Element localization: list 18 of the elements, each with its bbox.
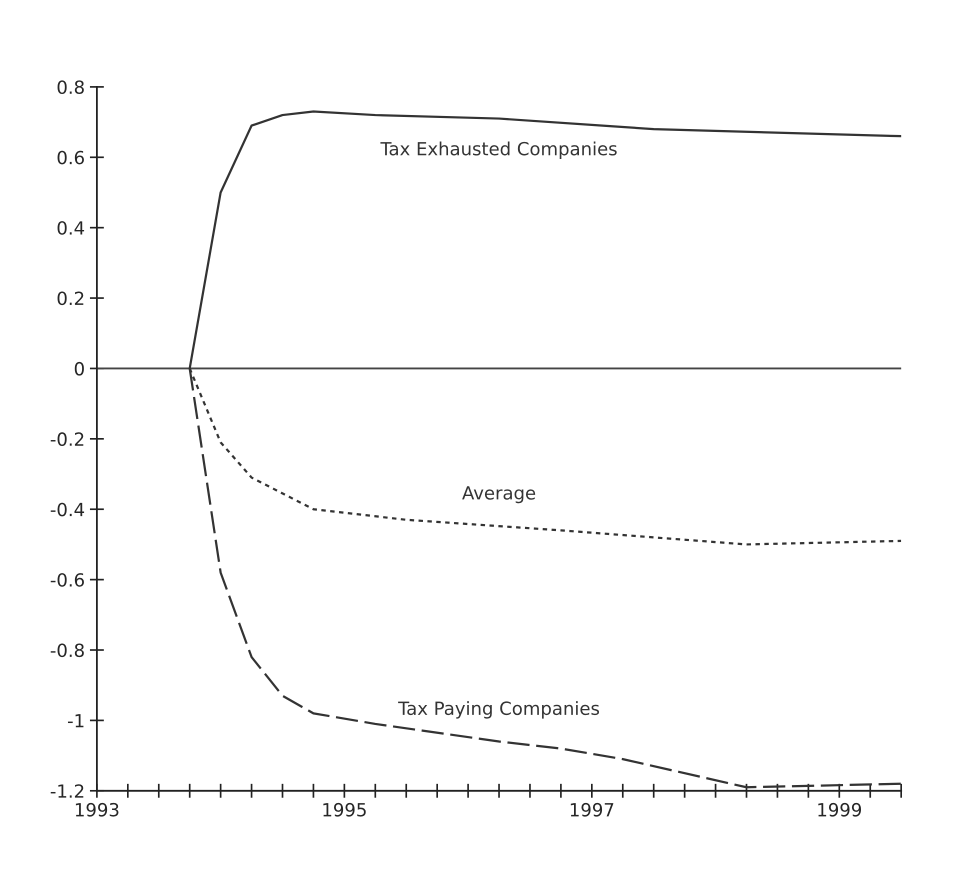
x-tick-label: 1993 [76,802,118,817]
y-tick-label: 0 [74,362,84,376]
x-tick-label: 1995 [323,802,366,817]
x-tick-label: 1997 [570,802,614,817]
y-tick-label: -0.4 [50,502,84,516]
series-label: Tax Exhausted Companies [380,142,617,159]
y-tick-label: -0.8 [50,643,84,658]
series-label: Average [462,486,536,504]
y-tick-label: 0.8 [58,80,84,94]
y-tick-label: -1.2 [50,784,84,798]
series-label: Tax Paying Companies [398,701,600,719]
y-tick-label: -0.2 [50,432,84,446]
y-tick-label: 0.6 [58,150,84,164]
y-tick-label: -0.6 [50,573,84,587]
y-tick-label: 0.2 [58,292,84,306]
y-tick-label: -1 [68,714,84,728]
y-tick-label: 0.4 [58,221,84,235]
x-tick-label: 1999 [818,802,862,817]
